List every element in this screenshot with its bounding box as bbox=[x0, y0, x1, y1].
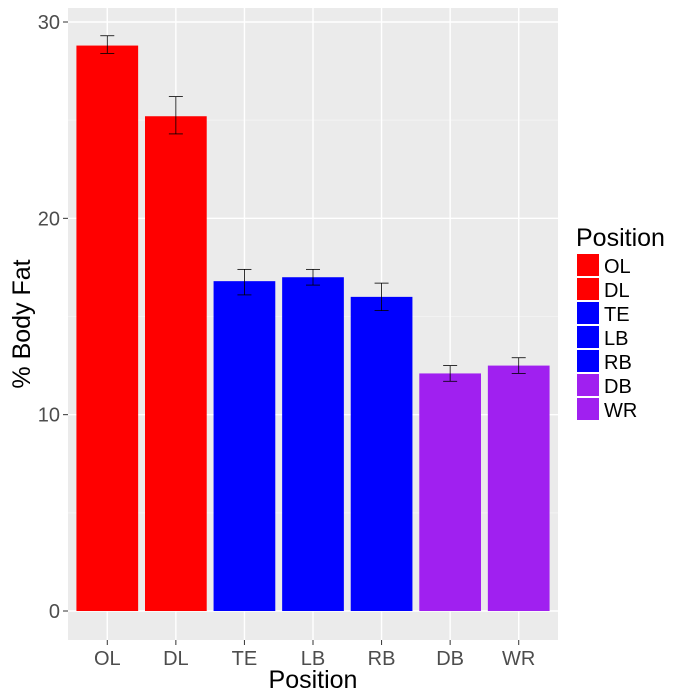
bar-wr bbox=[487, 365, 550, 611]
legend-swatch bbox=[577, 278, 599, 300]
legend-title: Position bbox=[576, 224, 665, 252]
x-tick-label: LB bbox=[301, 648, 325, 670]
x-axis-title: Position bbox=[269, 666, 358, 694]
legend-label: LB bbox=[604, 328, 628, 350]
y-tick-label: 0 bbox=[49, 601, 60, 623]
x-tick-label: OL bbox=[94, 648, 121, 670]
legend-item-rb: RB bbox=[577, 350, 632, 374]
x-axis: OL DL TE LB RB DB WR bbox=[94, 640, 535, 670]
legend-label: RB bbox=[604, 352, 632, 374]
x-tick-label: DL bbox=[163, 648, 189, 670]
bar-lb bbox=[282, 277, 344, 611]
legend-label: WR bbox=[604, 400, 637, 422]
error-bar-ol bbox=[100, 35, 115, 54]
x-tick-label: DB bbox=[436, 648, 464, 670]
legend-item-te: TE bbox=[577, 302, 630, 326]
error-bar-wr bbox=[511, 357, 526, 374]
error-bar-te bbox=[237, 268, 252, 296]
error-bar-dl bbox=[168, 96, 183, 135]
legend-swatch bbox=[577, 302, 599, 324]
legend-item-ol: OL bbox=[577, 254, 631, 278]
legend-item-db: DB bbox=[577, 374, 632, 398]
legend-swatch bbox=[577, 326, 599, 348]
legend-label: OL bbox=[604, 256, 631, 278]
legend-item-dl: DL bbox=[577, 278, 630, 302]
y-tick-label: 30 bbox=[38, 12, 60, 34]
bar-ol bbox=[76, 45, 139, 612]
bars bbox=[76, 45, 550, 612]
legend-swatch bbox=[577, 254, 599, 276]
error-bar-lb bbox=[306, 268, 320, 286]
y-axis-title: % Body Fat bbox=[8, 259, 36, 388]
bar-dl bbox=[145, 116, 207, 612]
legend-swatch bbox=[577, 398, 599, 420]
y-tick-label: 10 bbox=[38, 405, 60, 427]
legend-item-wr: WR bbox=[577, 398, 637, 422]
bar-te bbox=[213, 281, 276, 611]
x-tick-label: WR bbox=[502, 648, 535, 670]
legend-item-lb: LB bbox=[577, 326, 628, 350]
legend-label: DL bbox=[604, 280, 630, 302]
x-tick-label: TE bbox=[232, 648, 258, 670]
y-tick-label: 20 bbox=[38, 208, 60, 230]
legend-swatch bbox=[577, 350, 599, 372]
error-bars bbox=[100, 35, 526, 382]
bar-db bbox=[419, 373, 481, 611]
legend-label: DB bbox=[604, 376, 632, 398]
bar-rb bbox=[350, 296, 413, 611]
y-axis: 0 10 20 30 bbox=[38, 12, 68, 623]
legend-label: TE bbox=[604, 304, 630, 326]
legend-swatch bbox=[577, 374, 599, 396]
error-bar-rb bbox=[374, 282, 389, 312]
x-tick-label: RB bbox=[368, 648, 396, 670]
error-bar-db bbox=[443, 365, 458, 382]
